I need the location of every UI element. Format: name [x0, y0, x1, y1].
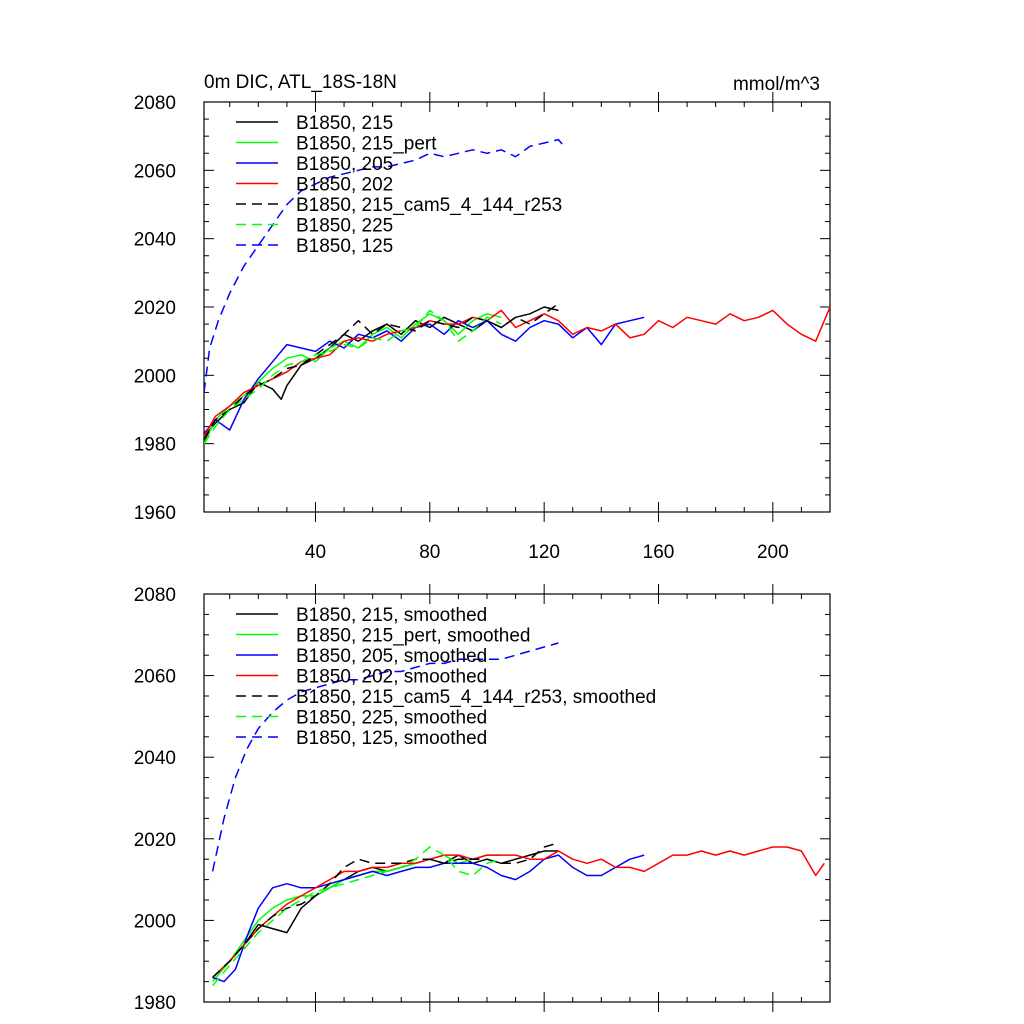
- y-tick-label: 2060: [134, 667, 176, 688]
- series-group: [211, 642, 825, 987]
- series-line-0: [204, 306, 559, 438]
- legend-label: B1850, 215_cam5_4_144_r253, smoothed: [296, 687, 656, 708]
- y-tick-label: 2000: [134, 366, 176, 387]
- y-tick-label: 2080: [134, 585, 176, 606]
- y-tick-label: 2020: [134, 830, 176, 851]
- series-line-3: [212, 846, 825, 979]
- series-line-3: [204, 306, 830, 438]
- series-line-6: [204, 138, 565, 393]
- series-line-5: [212, 846, 502, 987]
- series-line-2: [204, 316, 645, 434]
- series-line-4: [212, 842, 559, 979]
- y-tick-label: 1980: [134, 993, 176, 1014]
- series-line-1: [212, 854, 502, 983]
- legend-label: B1850, 125: [296, 236, 393, 257]
- y-tick-label: 2020: [134, 298, 176, 319]
- legend-label: B1850, 202: [296, 175, 393, 196]
- x-tick-label: 200: [757, 542, 789, 563]
- series-line-2: [212, 854, 645, 983]
- legend-label: B1850, 205, smoothed: [296, 646, 487, 667]
- legend-label: B1850, 202, smoothed: [296, 667, 487, 688]
- x-tick-label: 160: [643, 542, 675, 563]
- legend-label: B1850, 125, smoothed: [296, 728, 487, 749]
- y-tick-label: 2080: [134, 93, 176, 114]
- legend-label: B1850, 215_cam5_4_144_r253: [296, 195, 562, 216]
- y-tick-label: 1960: [134, 503, 176, 524]
- series-line-1: [204, 313, 502, 445]
- legend-label: B1850, 225: [296, 216, 393, 237]
- legend-label: B1850, 215: [296, 113, 393, 134]
- bottom-panel: 1980 2000 2020 2040 2060 2080 B1850, 215, smoo…: [134, 584, 831, 1014]
- x-tick-label: 80: [419, 542, 440, 563]
- y-tick-label: 1980: [134, 435, 176, 456]
- series-group: [204, 138, 830, 445]
- units-label: mmol/m^3: [733, 74, 820, 95]
- legend-label: B1850, 215_pert: [296, 134, 437, 155]
- legend-label: B1850, 205: [296, 154, 393, 175]
- legend-label: B1850, 215, smoothed: [296, 605, 487, 626]
- y-tick-label: 2040: [134, 230, 176, 251]
- y-tick-label: 2000: [134, 911, 176, 932]
- y-tick-label: 2060: [134, 161, 176, 182]
- series-line-6: [211, 642, 559, 872]
- series-line-4: [204, 302, 559, 441]
- chart-title: 0m DIC, ATL_18S-18N: [204, 72, 397, 93]
- y-tick-label: 2040: [134, 748, 176, 769]
- x-tick-label: 40: [305, 542, 326, 563]
- legend-label: B1850, 225, smoothed: [296, 708, 487, 729]
- series-line-5: [204, 309, 502, 445]
- legend-label: B1850, 215_pert, smoothed: [296, 626, 531, 647]
- top-panel: 0m DIC, ATL_18S-18N mmol/m^3 1960 1980 2000 2…: [134, 72, 831, 563]
- x-tick-label: 120: [528, 542, 560, 563]
